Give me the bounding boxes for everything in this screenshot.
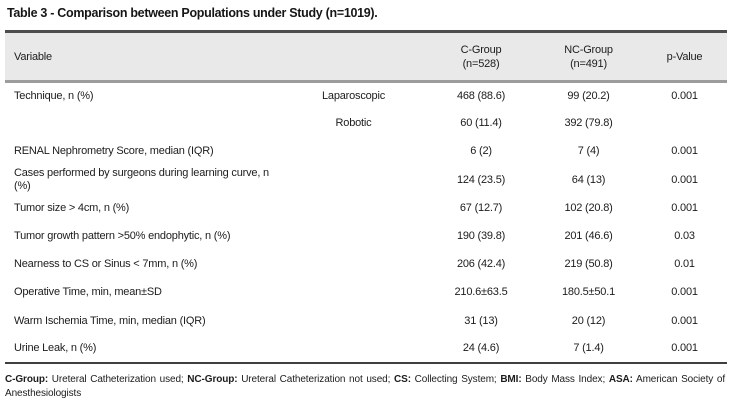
cell-p-value: 0.001	[671, 342, 698, 355]
cell-variable: Warm Ischemia Time, min, median (IQR)	[14, 314, 206, 327]
p-value-label: p-Value	[666, 50, 703, 63]
cell-variable: Technique, n (%)	[14, 89, 94, 102]
cell-nc-group: 99 (20.2)	[567, 89, 610, 102]
footnote-segment: ASA: American Society of Anesthesiologis…	[5, 374, 725, 399]
column-header-variable: Variable	[5, 31, 428, 83]
footnote-label: BMI:	[500, 374, 522, 386]
cell-p-value: 0.001	[671, 201, 698, 214]
table-row: Operative Time, min, mean±SD 210.6±63.5 …	[5, 279, 727, 307]
cell-nc-group: 64 (13)	[571, 173, 606, 186]
cell-p-value: 0.001	[671, 286, 698, 299]
cell-p-value: 0.01	[674, 258, 695, 271]
cell-nc-group: 201 (46.6)	[564, 230, 613, 243]
cell-c-group: 24 (4.6)	[462, 342, 500, 355]
table-row: RENAL Nephrometry Score, median (IQR) 6 …	[5, 138, 727, 166]
footnote: C-Group: Ureteral Catheterization used; …	[5, 373, 725, 400]
footnote-text: Body Mass Index;	[525, 374, 606, 386]
cell-c-group: 210.6±63.5	[454, 286, 508, 299]
cell-variable: Urine Leak, n (%)	[14, 342, 97, 355]
cell-sub-label	[280, 194, 427, 222]
footnote-label: NC-Group:	[187, 374, 238, 386]
table-body: Technique, n (%) Laparoscopic 468 (88.6)…	[5, 82, 727, 364]
cell-variable: Nearness to CS or Sinus < 7mm, n (%)	[14, 258, 198, 271]
footnote-segment: BMI: Body Mass Index;	[500, 374, 605, 385]
cell-nc-group: 7 (1.4)	[573, 342, 604, 355]
cell-c-group: 124 (23.5)	[456, 173, 506, 186]
cell-c-group: 60 (11.4)	[460, 117, 502, 130]
cell-variable: Tumor growth pattern >50% endophytic, n …	[14, 230, 231, 243]
c-group-label: C-Group	[460, 43, 502, 56]
cell-variable: RENAL Nephrometry Score, median (IQR)	[14, 145, 214, 158]
footnote-text: Collecting System;	[414, 374, 497, 386]
cell-sub-label: Robotic	[335, 117, 372, 130]
cell-c-group: 468 (88.6)	[456, 89, 506, 102]
cell-p-value: 0.03	[674, 230, 695, 243]
footnote-text: American Society of Anesthesiologists	[5, 374, 726, 399]
cell-variable: Operative Time, min, mean±SD	[14, 286, 162, 299]
column-header-nc-group: NC-Group (n=491)	[535, 31, 643, 83]
comparison-table: Variable C-Group (n=528) NC-Group (n=491…	[5, 30, 728, 365]
cell-variable: Tumor size > 4cm, n (%)	[14, 201, 130, 214]
table-row: Tumor growth pattern >50% endophytic, n …	[5, 222, 727, 250]
cell-nc-group: 219 (50.8)	[564, 258, 613, 271]
cell-p-value: 0.001	[671, 314, 698, 327]
cell-nc-group: 20 (12)	[571, 314, 606, 327]
cell-nc-group: 102 (20.8)	[564, 201, 613, 214]
cell-c-group: 206 (42.4)	[456, 258, 506, 271]
cell-p-value: 0.001	[671, 173, 698, 186]
footnote-segment: C-Group: Ureteral Catheterization used;	[5, 374, 184, 385]
cell-c-group: 6 (2)	[470, 145, 492, 158]
cell-sub-label: Laparoscopic	[321, 89, 386, 102]
cell-sub-label	[280, 138, 427, 166]
cell-variable: Cases performed by surgeons during learn…	[14, 167, 269, 193]
cell-nc-group: 392 (79.8)	[564, 117, 613, 130]
cell-c-group: 31 (13)	[464, 314, 498, 327]
cell-sub-label	[280, 222, 427, 250]
footnote-text: Ureteral Catheterization used;	[51, 374, 184, 386]
table-title: Table 3 - Comparison between Populations…	[7, 6, 378, 20]
cell-nc-group: 7 (4)	[577, 145, 600, 158]
table-row: Nearness to CS or Sinus < 7mm, n (%) 206…	[5, 251, 727, 279]
column-header-p-value: p-Value	[642, 31, 728, 83]
table-row: Tumor size > 4cm, n (%) 67 (12.7) 102 (2…	[5, 194, 727, 222]
cell-sub-label	[280, 335, 427, 363]
footnote-label: C-Group:	[5, 374, 49, 386]
c-group-n: (n=528)	[462, 57, 500, 70]
table-row: Urine Leak, n (%) 24 (4.6) 7 (1.4) 0.001	[5, 335, 727, 363]
column-header-variable-label: Variable	[14, 50, 52, 63]
cell-p-value	[642, 110, 727, 138]
cell-c-group: 67 (12.7)	[459, 201, 503, 214]
footnote-label: ASA:	[608, 374, 633, 386]
table-row: Robotic 60 (11.4) 392 (79.8)	[5, 110, 727, 138]
table-row: Cases performed by surgeons during learn…	[5, 166, 727, 194]
nc-group-n: (n=491)	[570, 57, 607, 70]
cell-p-value: 0.001	[671, 145, 698, 158]
nc-group-label: NC-Group	[564, 43, 613, 56]
cell-c-group: 190 (39.8)	[456, 230, 506, 243]
cell-nc-group: 180.5±50.1	[562, 286, 615, 299]
footnote-text: Ureteral Catheterization not used;	[241, 374, 391, 386]
footnote-segment: CS: Collecting System;	[394, 374, 497, 385]
cell-variable	[5, 110, 280, 138]
footnote-segment: NC-Group: Ureteral Catheterization not u…	[187, 374, 390, 385]
cell-sub-label	[280, 166, 427, 194]
table-row: Warm Ischemia Time, min, median (IQR) 31…	[5, 307, 727, 335]
footnote-label: CS:	[394, 374, 411, 386]
table-row: Technique, n (%) Laparoscopic 468 (88.6)…	[5, 82, 727, 110]
cell-sub-label	[280, 279, 427, 307]
cell-sub-label	[280, 307, 427, 335]
header-row: Variable C-Group (n=528) NC-Group (n=491…	[5, 31, 728, 83]
cell-sub-label	[280, 251, 427, 279]
cell-p-value: 0.001	[671, 89, 698, 102]
column-header-c-group: C-Group (n=528)	[427, 31, 536, 83]
